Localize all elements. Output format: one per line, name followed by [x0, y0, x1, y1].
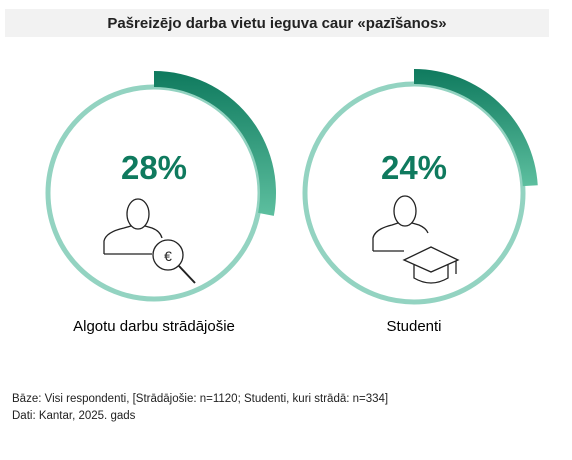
donut-chart-workers: 28% € Algotu darbu strādājošie [45, 71, 276, 335]
chart-title: Pašreizējo darba vietu ieguva caur «pazī… [107, 14, 447, 32]
value-arc-students [414, 69, 538, 187]
category-label-workers: Algotu darbu strādājošie [73, 318, 235, 335]
euro-icon: € [164, 248, 172, 264]
ring-track-workers [45, 84, 263, 302]
value-arc-workers [154, 71, 276, 216]
person-graduation-cap-icon [372, 195, 460, 284]
person-euro-magnifier-icon [103, 198, 196, 284]
source-note: Dati: Kantar, 2025. gads [12, 410, 136, 422]
donut-chart-students: 24% Studenti [302, 69, 538, 335]
value-label-students: 24% [381, 149, 447, 186]
chart-title-bar: Pašreizējo darba vietu ieguva caur «pazī… [5, 9, 549, 37]
value-label-workers: 28% [121, 149, 187, 186]
category-label-students: Studenti [386, 318, 441, 335]
footer-notes: Bāze: Visi respondenti, [Strādājošie: n=… [12, 391, 388, 425]
base-note: Bāze: Visi respondenti, [Strādājošie: n=… [12, 393, 389, 405]
